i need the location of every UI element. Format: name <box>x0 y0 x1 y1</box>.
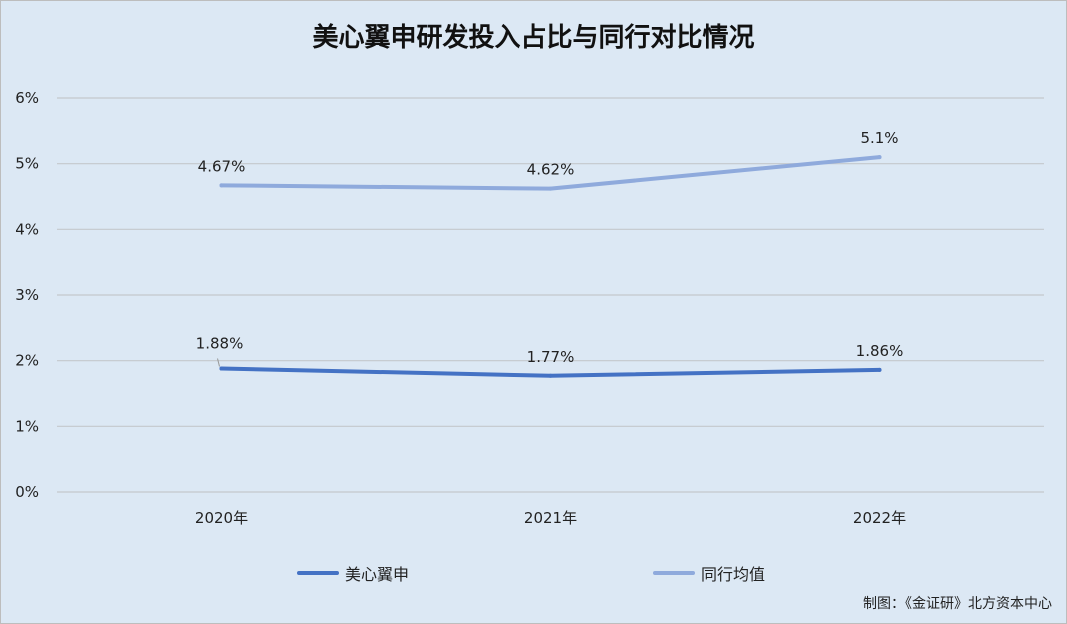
y-tick-label: 6% <box>15 89 39 107</box>
label-leader-line <box>217 358 220 367</box>
x-tick-label: 2022年 <box>853 509 906 527</box>
data-label: 1.88% <box>196 335 244 353</box>
y-tick-label: 0% <box>15 483 39 501</box>
legend: 美心翼申 同行均值 <box>1 561 1066 585</box>
x-tick-label: 2020年 <box>195 509 248 527</box>
legend-item-series-1: 美心翼申 <box>297 561 409 585</box>
data-point <box>219 366 224 371</box>
y-tick-label: 5% <box>15 155 39 173</box>
chart-title: 美心翼申研发投入占比与同行对比情况 <box>312 23 755 53</box>
x-tick-label: 2021年 <box>524 509 577 527</box>
data-label: 1.77% <box>527 348 575 366</box>
data-point <box>548 186 553 191</box>
data-label: 5.1% <box>860 129 898 147</box>
legend-swatch-series-1 <box>297 571 339 575</box>
legend-label-series-1: 美心翼申 <box>345 565 410 584</box>
data-point <box>877 155 882 160</box>
y-tick-label: 4% <box>15 220 39 238</box>
legend-swatch-series-2 <box>653 571 695 575</box>
legend-item-series-2: 同行均值 <box>653 561 765 585</box>
y-tick-label: 3% <box>15 286 39 304</box>
data-point <box>219 183 224 188</box>
legend-label-series-2: 同行均值 <box>701 565 766 584</box>
data-label: 4.62% <box>527 161 575 179</box>
y-tick-label: 2% <box>15 352 39 370</box>
data-point <box>548 373 553 378</box>
data-label: 4.67% <box>198 157 246 175</box>
data-point <box>877 367 882 372</box>
source-note: 制图：《金证研》北方资本中心 <box>863 596 1052 612</box>
y-tick-label: 1% <box>15 417 39 435</box>
data-label: 1.86% <box>856 342 904 360</box>
